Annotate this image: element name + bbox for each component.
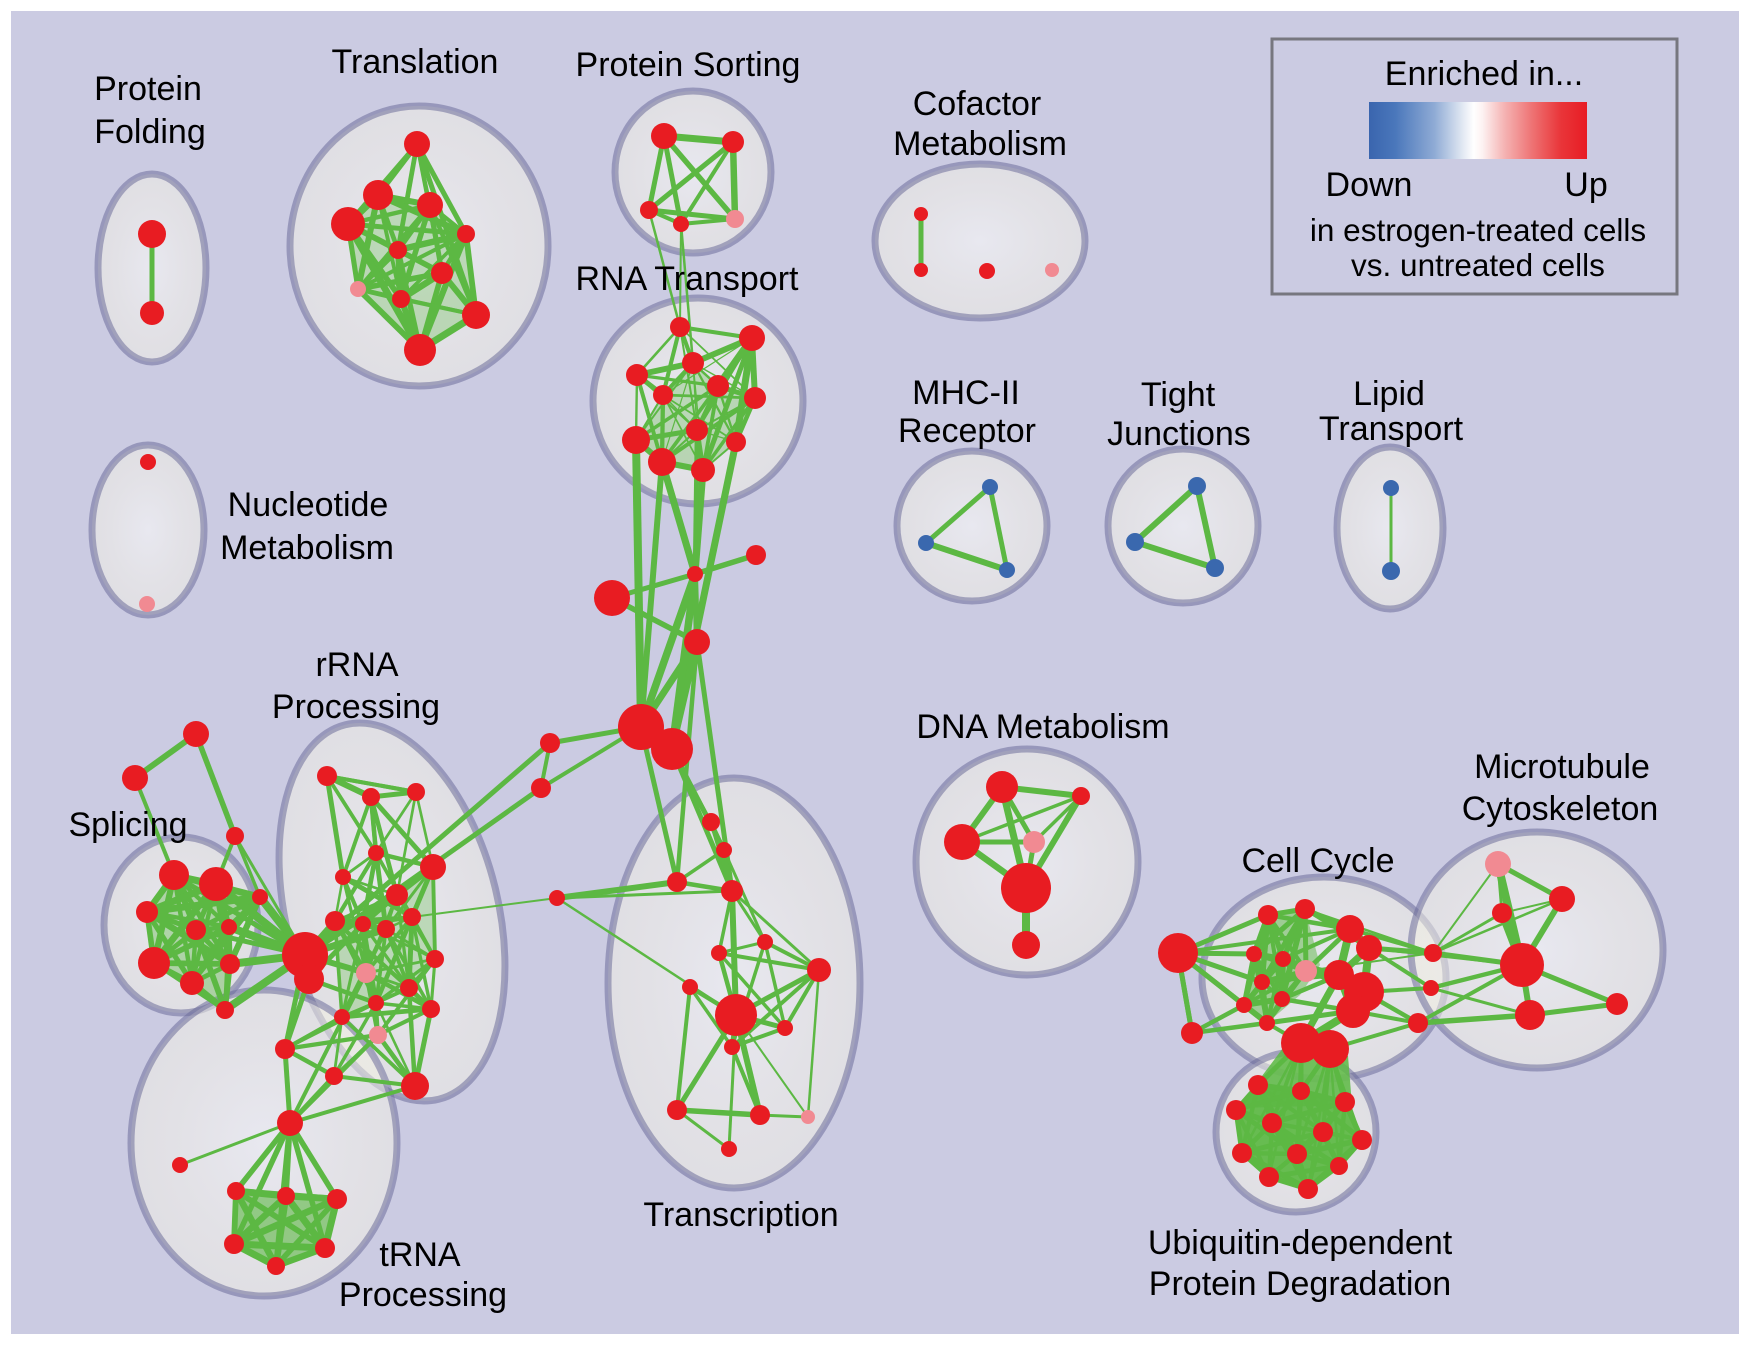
svg-text:Ubiquitin-dependent: Ubiquitin-dependent [1148, 1224, 1453, 1262]
svg-text:Cell Cycle: Cell Cycle [1241, 842, 1394, 880]
svg-text:Translation: Translation [332, 43, 499, 81]
svg-text:DNA Metabolism: DNA Metabolism [916, 708, 1169, 746]
svg-text:Cofactor: Cofactor [913, 85, 1042, 123]
svg-text:Protein Sorting: Protein Sorting [576, 46, 801, 84]
svg-text:Transcription: Transcription [643, 1196, 838, 1234]
svg-text:Transport: Transport [1319, 410, 1464, 448]
svg-text:Metabolism: Metabolism [220, 529, 394, 567]
svg-text:Lipid: Lipid [1353, 375, 1425, 413]
svg-text:Nucleotide: Nucleotide [228, 486, 389, 524]
svg-text:Protein: Protein [94, 70, 202, 108]
svg-text:Up: Up [1564, 166, 1607, 204]
svg-text:Enriched in...: Enriched in... [1385, 55, 1583, 93]
svg-text:RNA Transport: RNA Transport [576, 260, 800, 298]
svg-text:MHC-II: MHC-II [912, 374, 1020, 412]
svg-text:Processing: Processing [272, 688, 440, 726]
svg-text:Microtubule: Microtubule [1474, 748, 1650, 786]
svg-text:Junctions: Junctions [1107, 415, 1251, 453]
svg-text:vs. untreated cells: vs. untreated cells [1351, 247, 1605, 283]
svg-text:Tight: Tight [1141, 376, 1216, 414]
svg-text:Receptor: Receptor [898, 412, 1036, 450]
svg-text:Cytoskeleton: Cytoskeleton [1462, 790, 1659, 828]
svg-text:tRNA: tRNA [379, 1236, 461, 1274]
svg-text:Protein Degradation: Protein Degradation [1149, 1265, 1451, 1303]
svg-text:in estrogen-treated cells: in estrogen-treated cells [1310, 212, 1646, 248]
svg-text:Metabolism: Metabolism [893, 125, 1067, 163]
svg-text:Folding: Folding [94, 113, 206, 151]
svg-text:rRNA: rRNA [315, 646, 398, 684]
svg-text:Processing: Processing [339, 1276, 507, 1314]
svg-text:Splicing: Splicing [68, 806, 187, 844]
svg-text:Down: Down [1326, 166, 1413, 204]
